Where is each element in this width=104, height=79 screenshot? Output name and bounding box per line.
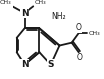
Text: S: S: [48, 60, 54, 69]
Text: CH₃: CH₃: [34, 0, 46, 5]
Text: CH₃: CH₃: [88, 31, 100, 36]
Text: N: N: [21, 9, 28, 18]
Text: N: N: [21, 60, 28, 69]
Text: O: O: [77, 53, 82, 62]
Text: NH₂: NH₂: [52, 12, 66, 21]
Text: CH₃: CH₃: [0, 0, 11, 5]
Text: O: O: [76, 23, 82, 32]
